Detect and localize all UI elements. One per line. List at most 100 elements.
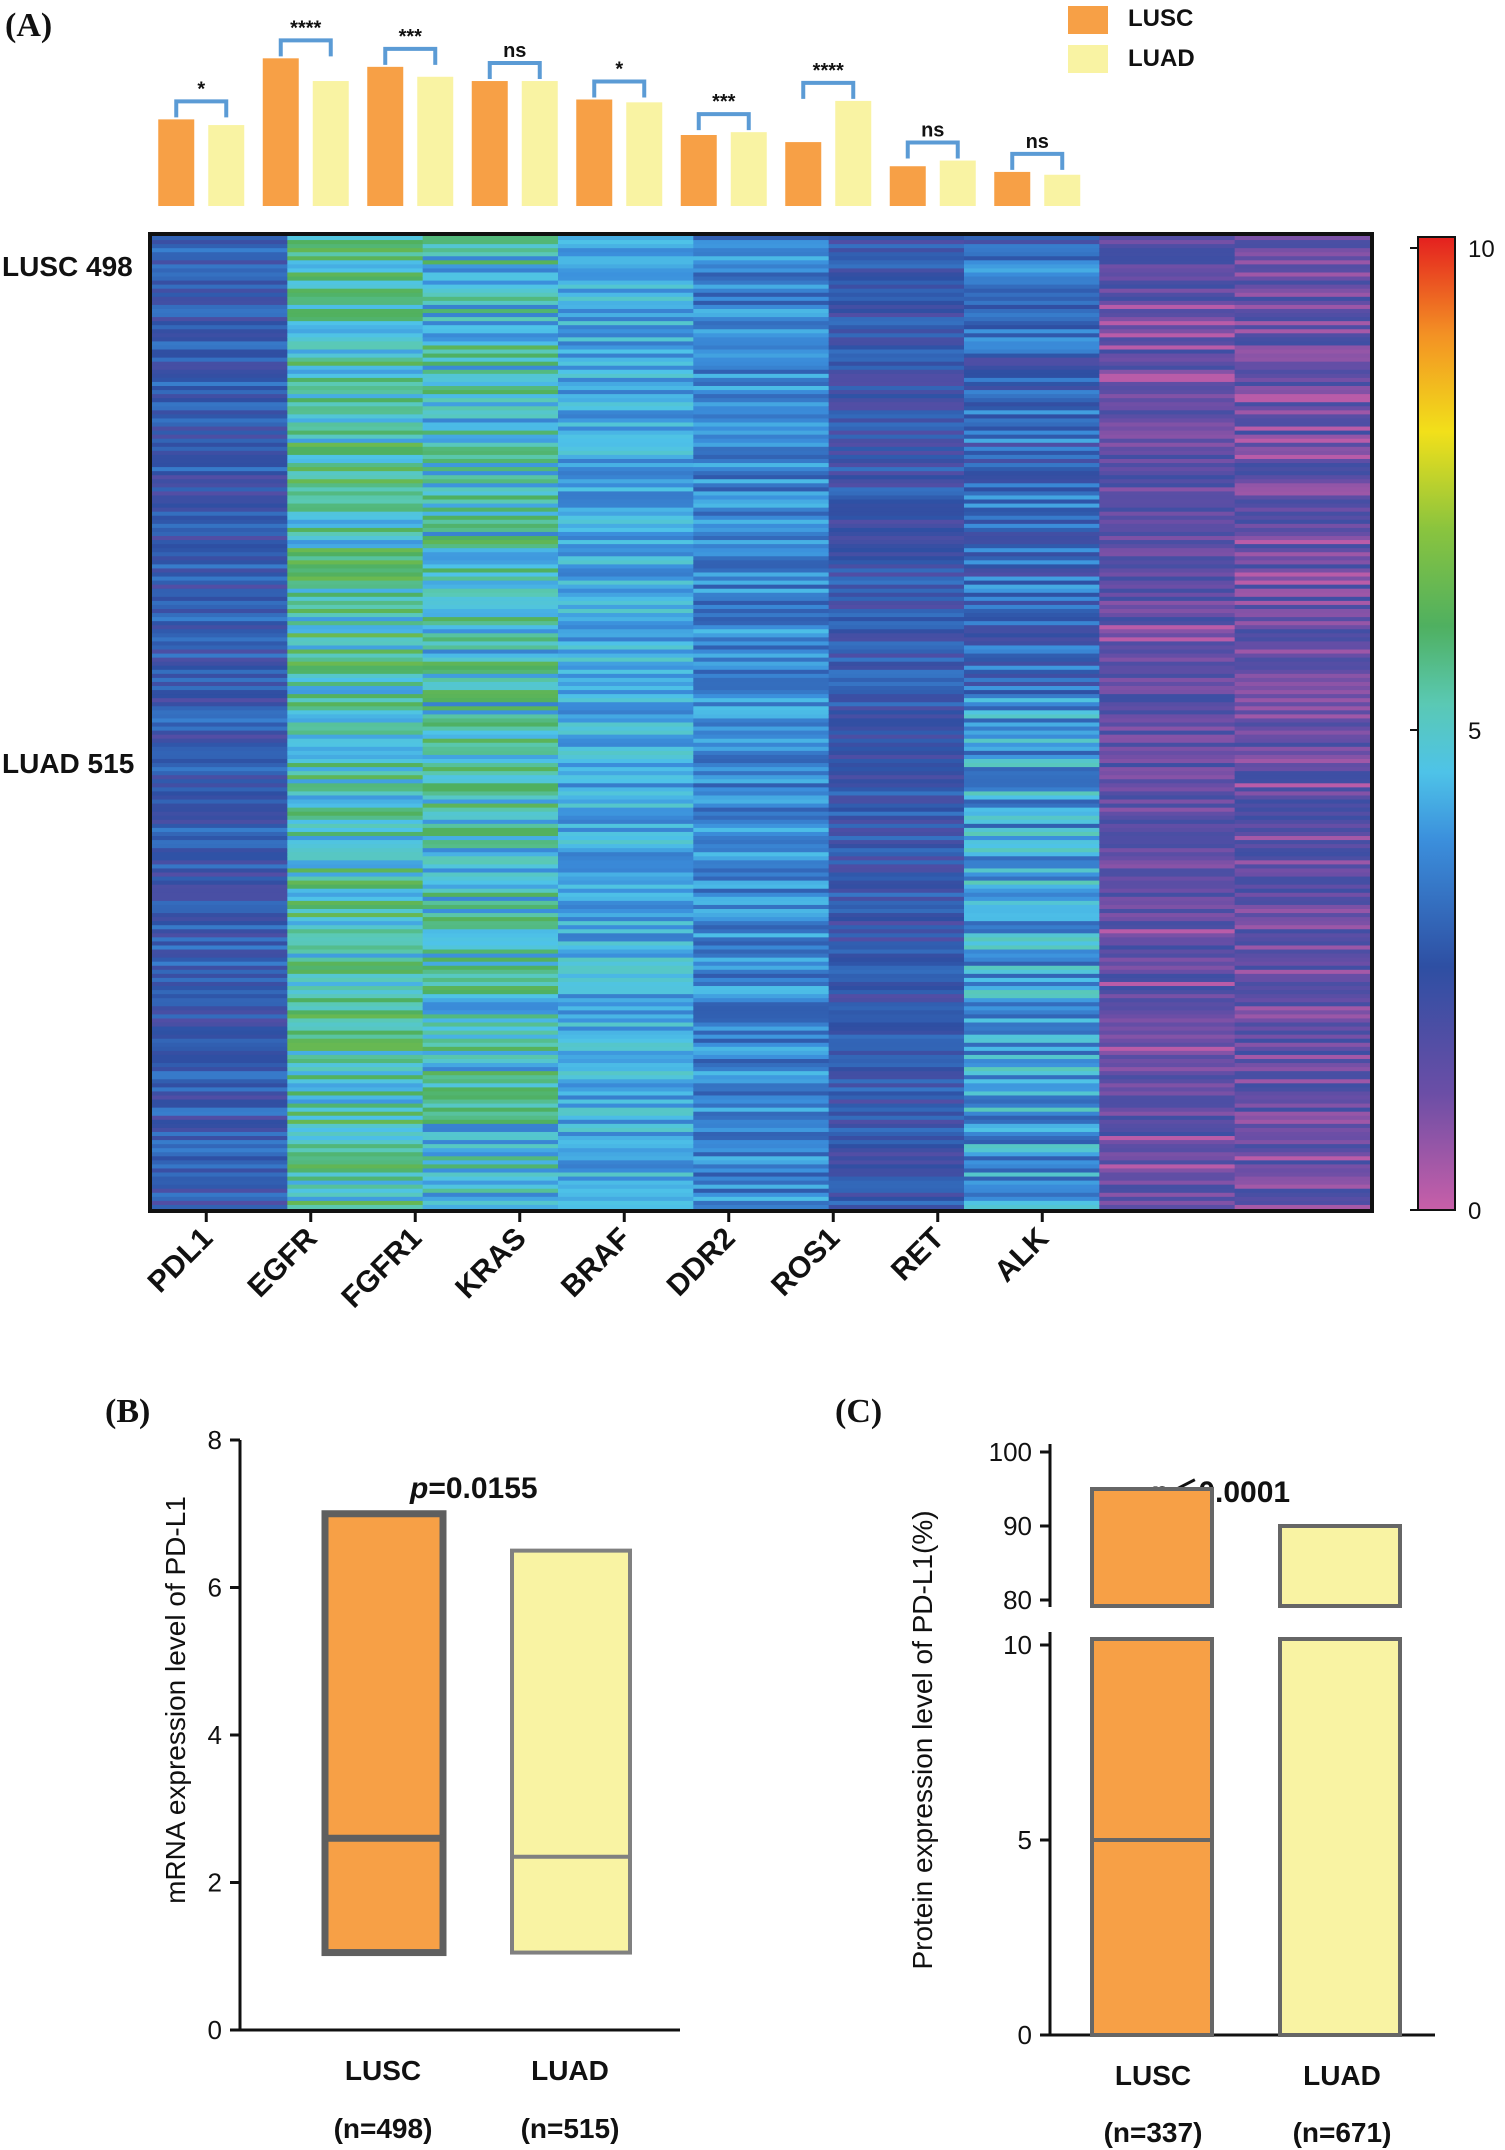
heatmap-cell <box>1099 341 1236 347</box>
heatmap-cell <box>1099 531 1236 537</box>
heatmap-cell <box>828 1054 965 1060</box>
heatmap-cell <box>828 981 965 987</box>
heatmap-cell <box>422 1042 559 1048</box>
heatmap-cell <box>1234 1038 1371 1044</box>
heatmap-cell <box>558 896 694 902</box>
heatmap-cell <box>287 811 424 817</box>
heatmap-cell <box>1234 544 1371 549</box>
heatmap-cell <box>828 686 965 691</box>
heatmap-cell <box>964 896 1100 902</box>
heatmap-cell <box>828 840 965 845</box>
heatmap-cell <box>1099 398 1236 403</box>
heatmap-cell <box>964 260 1100 265</box>
heatmap-cell <box>422 406 559 411</box>
heatmap-cell <box>1234 880 1371 886</box>
heatmap-cell <box>287 418 424 424</box>
heatmap-cell <box>152 1083 288 1088</box>
heatmap-cell <box>422 1014 559 1020</box>
heatmap-cell <box>558 304 694 310</box>
heatmap-cell <box>558 588 694 594</box>
heatmap-cell <box>828 637 965 643</box>
heatmap-cell <box>693 758 830 764</box>
heatmap-cell <box>558 1018 694 1024</box>
heatmap-cell <box>422 896 559 902</box>
heatmap-cell <box>964 1188 1100 1194</box>
heatmap-cell <box>558 852 694 857</box>
heatmap-cell <box>1234 1131 1371 1137</box>
heatmap-cell <box>1099 406 1236 411</box>
heatmap-cell <box>828 345 965 351</box>
heatmap-cell <box>693 856 830 861</box>
heatmap-cell <box>1099 880 1236 886</box>
heatmap-cell <box>558 317 694 322</box>
heatmap-cell <box>152 694 288 699</box>
heatmap-cell <box>964 317 1100 322</box>
heatmap-cell <box>558 1022 694 1028</box>
heatmap-cell <box>1234 1099 1371 1105</box>
heatmap-cell <box>693 377 830 383</box>
heatmap-cell <box>287 540 424 545</box>
heatmap-cell <box>1099 284 1236 290</box>
heatmap-cell <box>558 264 694 270</box>
heatmap-cell <box>152 1184 288 1190</box>
heatmap-cell <box>152 892 288 898</box>
heatmap-cell <box>693 1059 830 1064</box>
heatmap-cell <box>152 450 288 456</box>
heatmap-cell <box>1234 900 1371 906</box>
heatmap-cell <box>558 1123 694 1129</box>
heatmap-cell <box>1234 941 1371 947</box>
heatmap-cell <box>693 681 830 687</box>
heatmap-cell <box>287 758 424 764</box>
heatmap-cell <box>1234 592 1371 598</box>
heatmap-cell <box>1099 1042 1236 1048</box>
heatmap-cell <box>422 925 559 930</box>
heatmap-cell <box>558 572 694 578</box>
heatmap-cell <box>1099 702 1236 707</box>
heatmap-cell <box>287 1111 424 1117</box>
heatmap-cell <box>1234 726 1371 732</box>
heatmap-cell <box>558 1067 694 1072</box>
heatmap-cell <box>1234 268 1371 274</box>
heatmap-cell <box>1099 503 1236 509</box>
heatmap-cell <box>1099 458 1236 464</box>
heatmap-cell <box>1099 722 1236 728</box>
heatmap-cell <box>964 1075 1100 1080</box>
heatmap-cell <box>828 386 965 391</box>
heatmap-cell <box>152 544 288 549</box>
heatmap-cell <box>558 507 694 513</box>
heatmap-cell <box>1234 840 1371 845</box>
heatmap-cell <box>558 649 694 655</box>
heatmap-cell <box>1099 252 1236 257</box>
heatmap-cell <box>693 1091 830 1097</box>
heatmap-cell <box>558 519 694 525</box>
heatmap-cell <box>1099 580 1236 586</box>
heatmap-cell <box>1234 677 1371 683</box>
heatmap-cell <box>1099 568 1236 574</box>
heatmap-cell <box>287 738 424 744</box>
heatmap-cell <box>558 398 694 403</box>
heatmap-cell <box>422 1046 559 1052</box>
heatmap-cell <box>828 990 965 995</box>
heatmap-cell <box>422 1136 559 1141</box>
heatmap-cell <box>1234 483 1371 488</box>
heatmap-cell <box>964 1192 1100 1198</box>
heatmap-cell <box>558 418 694 424</box>
heatmap-cell <box>693 1127 830 1133</box>
heatmap-cell <box>828 1140 965 1145</box>
heatmap-cell <box>287 471 424 476</box>
heatmap-cell <box>1234 527 1371 533</box>
heatmap-cell <box>964 450 1100 456</box>
heatmap-cell <box>693 706 830 711</box>
heatmap-cell <box>287 775 424 780</box>
heatmap-cell <box>1234 495 1371 501</box>
heatmap-cell <box>152 467 288 472</box>
heatmap-cell <box>1234 986 1371 991</box>
heatmap-cell <box>558 487 694 493</box>
heatmap-cell <box>558 929 694 934</box>
heatmap-cell <box>1099 686 1236 691</box>
heatmap-cell <box>693 536 830 541</box>
heatmap-cell <box>152 1071 288 1076</box>
heatmap-cell <box>964 458 1100 464</box>
heatmap-cell <box>693 900 830 906</box>
heatmap-cell <box>558 848 694 853</box>
